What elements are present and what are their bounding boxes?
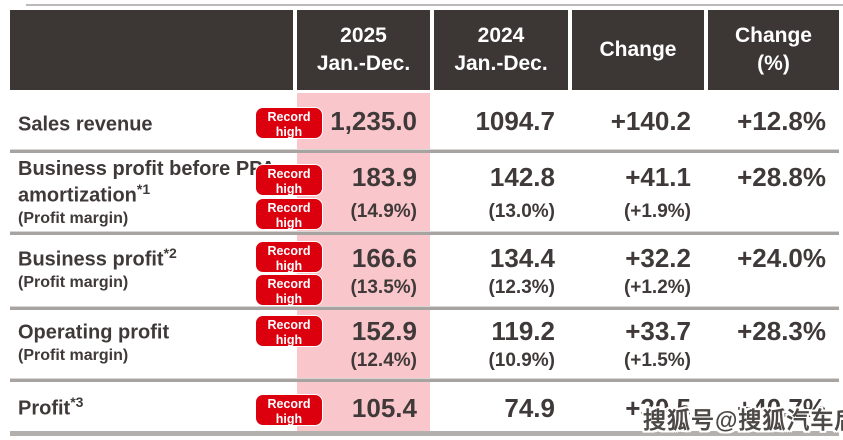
column-header-line2: Jan.-Dec. bbox=[454, 52, 548, 75]
table-row: Operating profit (Profit margin) Record … bbox=[0, 309, 843, 379]
footnote-marker: *3 bbox=[70, 394, 84, 410]
row-sublabel: (Profit margin) bbox=[18, 209, 129, 227]
margin-change: (+1.9%) bbox=[623, 201, 691, 222]
record-high-badge: Record high bbox=[255, 164, 323, 196]
table-row: Business profit before PPA amortization*… bbox=[0, 152, 843, 232]
value-change-pct: +12.8% bbox=[737, 106, 826, 136]
column-header-line2: (%) bbox=[757, 52, 790, 75]
record-high-badge-line2: high bbox=[275, 259, 303, 274]
value-2024: 1094.7 bbox=[475, 106, 555, 136]
value-change-pct: +28.8% bbox=[737, 162, 826, 192]
value-2025: 105.4 bbox=[351, 393, 417, 423]
row-divider bbox=[10, 307, 839, 310]
table-row: Business profit*2 (Profit margin) Record… bbox=[0, 234, 843, 307]
table-row: Sales revenue Record high 1,235.0 1094.7… bbox=[0, 93, 843, 150]
record-high-badge-line1: Record bbox=[267, 167, 311, 181]
row-label: Sales revenue bbox=[18, 113, 153, 136]
margin-2024: (12.3%) bbox=[488, 277, 555, 298]
footnote-marker: *2 bbox=[163, 245, 177, 261]
value-change: +32.2 bbox=[625, 243, 691, 273]
margin-2025: (14.9%) bbox=[350, 201, 417, 222]
value-change: +30.5 bbox=[625, 393, 691, 423]
record-high-badge-line1: Record bbox=[267, 201, 311, 215]
top-divider bbox=[26, 4, 843, 6]
value-change-pct: +40.7% bbox=[737, 393, 826, 423]
value-change-pct: +24.0% bbox=[737, 243, 826, 273]
value-2024: 74.9 bbox=[504, 393, 555, 423]
value-change-pct: +28.3% bbox=[737, 316, 826, 346]
column-header-2024: 2024 Jan.-Dec. bbox=[434, 10, 568, 90]
row-divider bbox=[10, 379, 839, 382]
record-high-badge-line2: high bbox=[275, 216, 303, 231]
row-label-block: Profit*3 bbox=[18, 394, 280, 421]
value-2025: 166.6 bbox=[351, 243, 417, 273]
record-high-badge-line2: high bbox=[275, 125, 303, 140]
row-label: Operating profit bbox=[18, 321, 170, 344]
row-label: Profit bbox=[18, 397, 71, 420]
row-label: Business profit before PPA amortization bbox=[18, 158, 275, 207]
margin-2024: (10.9%) bbox=[488, 350, 555, 371]
row-label-block: Business profit*2 (Profit margin) bbox=[18, 245, 280, 292]
record-high-badge-line1: Record bbox=[267, 244, 311, 258]
row-sublabel: (Profit margin) bbox=[18, 346, 129, 364]
column-header-line1: Change bbox=[734, 23, 812, 47]
column-header-line1: 2024 bbox=[477, 23, 525, 47]
column-header-change-pct: Change (%) bbox=[708, 10, 839, 90]
record-high-badge-line2: high bbox=[275, 333, 303, 348]
record-high-badge-line2: high bbox=[275, 412, 303, 427]
row-divider bbox=[10, 150, 839, 153]
value-change: +140.2 bbox=[610, 106, 691, 136]
column-header-line1: 2025 bbox=[340, 23, 387, 47]
row-label-block: Operating profit (Profit margin) bbox=[18, 318, 280, 365]
record-high-badge: Record high bbox=[255, 107, 323, 139]
table-row: Profit*3 Record high 105.4 74.9 +30.5 +4… bbox=[0, 381, 843, 431]
value-2024: 134.4 bbox=[489, 243, 555, 273]
value-change: +41.1 bbox=[625, 162, 691, 192]
record-high-badge-line1: Record bbox=[267, 110, 311, 124]
record-high-badge: Record high bbox=[255, 198, 323, 230]
row-label-block: Sales revenue bbox=[18, 110, 280, 137]
header-empty-cell bbox=[10, 10, 293, 90]
margin-2025: (13.5%) bbox=[350, 277, 417, 298]
record-high-badge-line1: Record bbox=[267, 318, 311, 332]
row-sublabel: (Profit margin) bbox=[18, 273, 129, 291]
value-2024: 119.2 bbox=[491, 316, 555, 346]
record-high-badge: Record high bbox=[255, 241, 323, 273]
record-high-badge-line1: Record bbox=[267, 277, 311, 291]
record-high-badge-line2: high bbox=[275, 292, 303, 307]
value-change: +33.7 bbox=[625, 316, 691, 346]
margin-2025: (12.4%) bbox=[350, 350, 417, 371]
footnote-marker: *1 bbox=[136, 181, 151, 197]
column-header-change: Change bbox=[572, 10, 704, 90]
margin-change: (+1.5%) bbox=[623, 350, 691, 371]
column-header-line2: Jan.-Dec. bbox=[316, 52, 411, 75]
column-header-line1: Change bbox=[599, 37, 677, 61]
record-high-badge: Record high bbox=[255, 315, 323, 347]
record-high-badge: Record high bbox=[255, 274, 323, 306]
row-divider bbox=[10, 232, 839, 235]
record-high-badge-line2: high bbox=[275, 182, 303, 197]
watermark-text: 搜狐号@搜狐汽车后市场 bbox=[643, 407, 843, 433]
value-2025: 1,235.0 bbox=[330, 106, 417, 136]
table-bottom-border bbox=[10, 431, 839, 436]
value-2025: 183.9 bbox=[351, 162, 417, 192]
margin-change: (+1.2%) bbox=[623, 277, 691, 298]
column-header-2025: 2025 Jan.-Dec. bbox=[297, 10, 430, 90]
row-label-block: Business profit before PPA amortization*… bbox=[18, 157, 280, 228]
record-high-badge: Record high bbox=[255, 394, 323, 426]
margin-2024: (13.0%) bbox=[488, 201, 555, 222]
record-high-badge-line1: Record bbox=[267, 397, 311, 411]
value-2024: 142.8 bbox=[489, 162, 555, 192]
value-2025: 152.9 bbox=[351, 316, 417, 346]
row-label: Business profit bbox=[18, 248, 164, 271]
